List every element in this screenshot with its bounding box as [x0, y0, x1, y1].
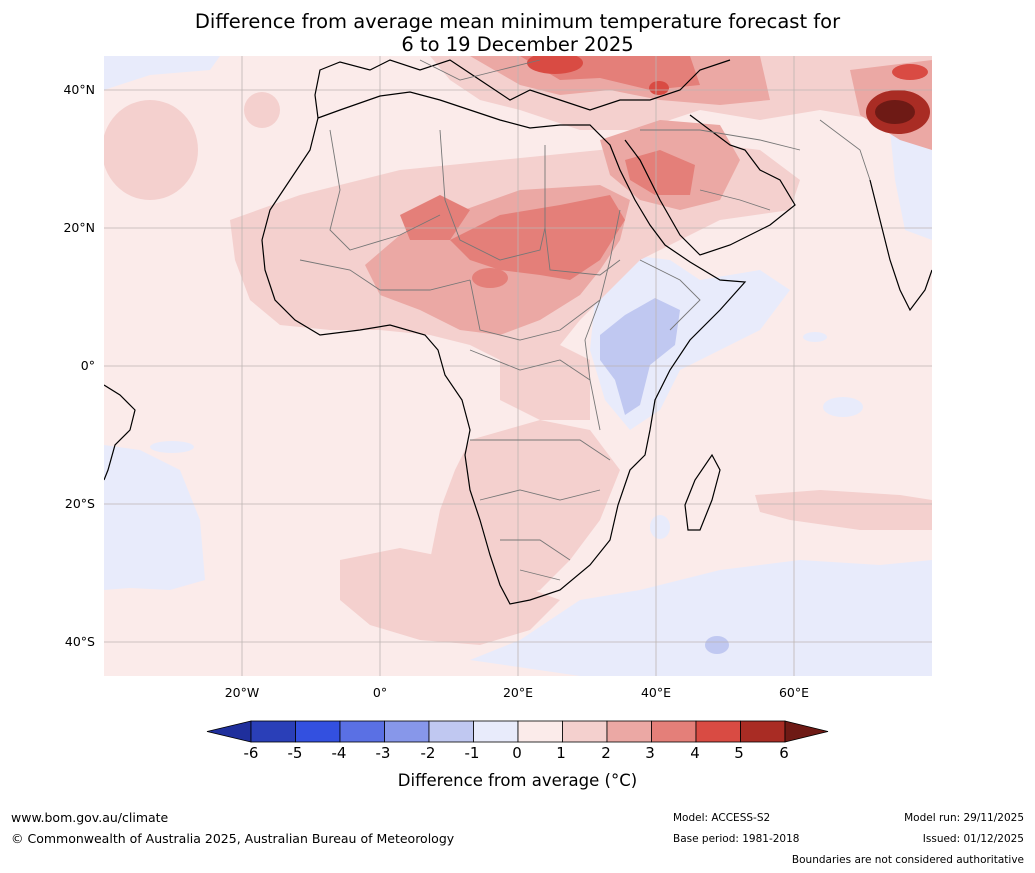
lat-label-40s: 40°S [64, 634, 95, 649]
colorbar-segment [384, 720, 430, 743]
graticule [104, 56, 932, 676]
colorbar-segment [562, 720, 608, 743]
hot-core-caspian [649, 81, 669, 95]
colorbar-segment [250, 720, 296, 743]
footer-copyright: © Commonwealth of Australia 2025, Austra… [11, 831, 455, 846]
cool-area-arabian-sea [803, 332, 827, 342]
europe-coastline [314, 59, 731, 119]
lat-label-equator: 0° [80, 358, 95, 373]
footer-issued: Issued: 01/12/2025 [922, 833, 1024, 845]
hot-core-balkans [527, 56, 583, 74]
lon-label-20e: 20°E [502, 685, 534, 700]
warm-area-south-indian [755, 490, 932, 530]
colorbar-tick: -2 [420, 744, 436, 762]
footer-base-period: Base period: 1981-2018 [673, 833, 800, 845]
colorbar-segment [517, 720, 563, 743]
colorbar-extend-low [206, 720, 252, 743]
cool-area-bay-of-bengal [890, 130, 932, 240]
india-coastline [869, 179, 932, 312]
cool-area-south-atlantic [104, 445, 205, 590]
cool-area-mozambique [650, 515, 670, 539]
cool-core-east-africa [600, 298, 680, 415]
warm-area-southern-africa [430, 420, 620, 600]
hot-area-saudi [625, 150, 695, 195]
colorbar-tick: -4 [331, 744, 347, 762]
cool-area-north-atlantic [104, 56, 220, 90]
hot-area-nigeria [472, 268, 508, 288]
cool-area-indian-ocean [823, 397, 863, 417]
colorbar-tick: 3 [645, 744, 655, 762]
warm-area-iberia-sea [244, 92, 280, 128]
lon-label-40e: 40°E [640, 685, 672, 700]
colorbar-tick: -5 [287, 744, 303, 762]
colorbar-segment [695, 720, 741, 743]
colorbar-tick: 1 [556, 744, 566, 762]
colorbar-tick: -1 [464, 744, 480, 762]
hot-core-tibet-north [892, 64, 928, 80]
colorbar-segment [473, 720, 519, 743]
colorbar-tick: 4 [690, 744, 700, 762]
colorbar-tick: 0 [512, 744, 522, 762]
colorbar-segment [428, 720, 474, 743]
colorbar-tick: 5 [734, 744, 744, 762]
forecast-map [104, 56, 932, 676]
country-borders [299, 59, 871, 581]
title-line-1: Difference from average mean minimum tem… [194, 10, 841, 33]
colorbar-tick: 2 [601, 744, 611, 762]
africa-coastline [261, 91, 747, 605]
hot-peak-himalaya [875, 100, 915, 124]
colorbar-segment [606, 720, 652, 743]
colorbar-tick: 6 [779, 744, 789, 762]
warm-area-south-atlantic [340, 548, 560, 645]
colorbar-label: Difference from average (°C) [397, 771, 638, 790]
colorbar-tick: -6 [243, 744, 259, 762]
colorbar-segment [651, 720, 697, 743]
warm-area-atlantic-nw [104, 100, 198, 200]
lat-label-40n: 40°N [63, 82, 95, 97]
south-america-coastline [104, 384, 136, 481]
lon-label-20w: 20°W [224, 685, 260, 700]
colorbar-extend-high [784, 720, 829, 743]
cool-area-gulf-guinea [150, 441, 194, 453]
footer-url[interactable]: www.bom.gov.au/climate [11, 810, 169, 825]
hot-area-chad [450, 195, 625, 280]
lon-label-0: 0° [372, 685, 388, 700]
cool-area-southern-ocean [470, 560, 932, 676]
lat-label-20n: 20°N [63, 220, 95, 235]
madagascar [684, 453, 721, 531]
title-line-2: 6 to 19 December 2025 [401, 33, 634, 56]
colorbar-segment [740, 720, 786, 743]
colorbar-segment [339, 720, 385, 743]
footer-disclaimer: Boundaries are not considered authoritat… [791, 854, 1024, 866]
cool-core-southern-ocean [705, 636, 729, 654]
chart-title: Difference from average mean minimum tem… [0, 10, 1035, 56]
arabia-coastline [624, 114, 796, 256]
colorbar-tick: -3 [375, 744, 391, 762]
warm-area-central-africa [500, 345, 590, 420]
colorbar-segment [295, 720, 341, 743]
lat-label-20s: 20°S [64, 496, 95, 511]
footer-model: Model: ACCESS-S2 [673, 812, 771, 824]
lon-label-60e: 60°E [778, 685, 810, 700]
footer-model-run: Model run: 29/11/2025 [904, 812, 1024, 824]
